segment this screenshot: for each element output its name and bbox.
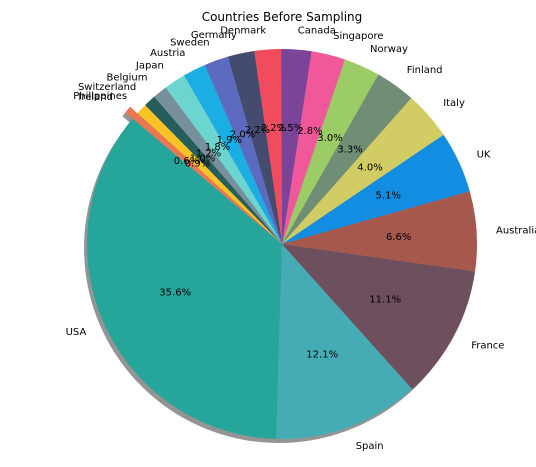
pie-slice-singapore [282,51,345,245]
pct-label-italy: 4.0% [357,162,382,173]
category-label-australia: Australia [496,225,536,236]
pie-slice-canada [281,48,312,244]
category-label-sweden: Sweden [170,38,210,49]
pct-label-singapore: 2.8% [297,126,322,137]
pie-slice-norway [282,59,379,244]
pie-slices [87,48,478,439]
category-labels: USA Spain France Australia UK Italy Finland Nor… [66,26,536,452]
pct-label-usa: 35.6% [159,287,191,298]
pct-label-france: 11.1% [369,295,401,306]
pct-label-philippines: 0.9% [185,159,210,170]
category-label-italy: Italy [443,98,465,109]
pie-slice-australia [282,191,478,272]
category-label-france: France [471,341,504,352]
category-label-germany: Germany [191,30,237,41]
pct-label-canada: 2.5% [278,123,303,134]
pie-slice-italy [282,98,444,245]
pie-slice-uk [282,134,470,244]
category-label-usa: USA [66,327,87,338]
category-label-austria: Austria [150,48,185,59]
pie-slice-sweden [204,56,282,244]
category-label-canada: Canada [298,26,336,37]
pct-label-belgium: 1.2% [196,148,221,159]
pie-slice-austria [183,64,282,244]
category-label-philippines: Philippines [73,91,127,102]
pct-label-austria: 1.9% [217,135,242,146]
pie-slice-germany [227,50,282,244]
pie-slice-finland [282,74,412,245]
pct-label-switzerland: 1.0% [190,154,215,165]
pie-slice-japan [165,75,282,245]
pie-slice-switzerland [145,96,282,244]
category-label-finland: Finland [407,65,443,76]
category-label-japan: Japan [135,61,164,72]
pie-slice-france [282,244,476,390]
pct-label-ireland: 0.6% [174,156,199,167]
pct-label-denmark: 2.2% [261,123,286,134]
pie-slice-spain [276,244,413,439]
pct-label-uk: 5.1% [375,190,400,201]
chart-title: Countries Before Sampling [202,10,363,24]
category-label-uk: UK [477,149,491,160]
pct-label-norway: 3.0% [317,133,342,144]
category-label-ireland: Ireland [78,92,113,103]
category-label-switzerland: Switzerland [78,82,136,93]
pct-label-australia: 6.6% [386,232,411,243]
category-label-belgium: Belgium [107,72,148,83]
pct-label-spain: 12.1% [306,349,338,360]
pie-slice-philippines [137,105,282,244]
pie-slice-usa [87,118,282,439]
category-label-denmark: Denmark [220,26,266,37]
percentage-labels: 35.6%12.1%11.1%6.6%5.1%4.0%3.3%3.0%2.8%2… [159,123,411,361]
category-label-spain: Spain [356,441,384,452]
pie-slice-ireland [125,106,275,238]
pct-label-sweden: 2.0% [230,129,255,140]
pie-slice-belgium [154,87,282,244]
category-label-norway: Norway [370,44,408,55]
pct-label-germany: 2.2% [245,125,270,136]
pct-label-japan: 1.8% [205,142,230,153]
pct-label-finland: 3.3% [337,144,362,155]
category-label-singapore: Singapore [333,31,383,42]
pie-slice-denmark [254,49,282,244]
